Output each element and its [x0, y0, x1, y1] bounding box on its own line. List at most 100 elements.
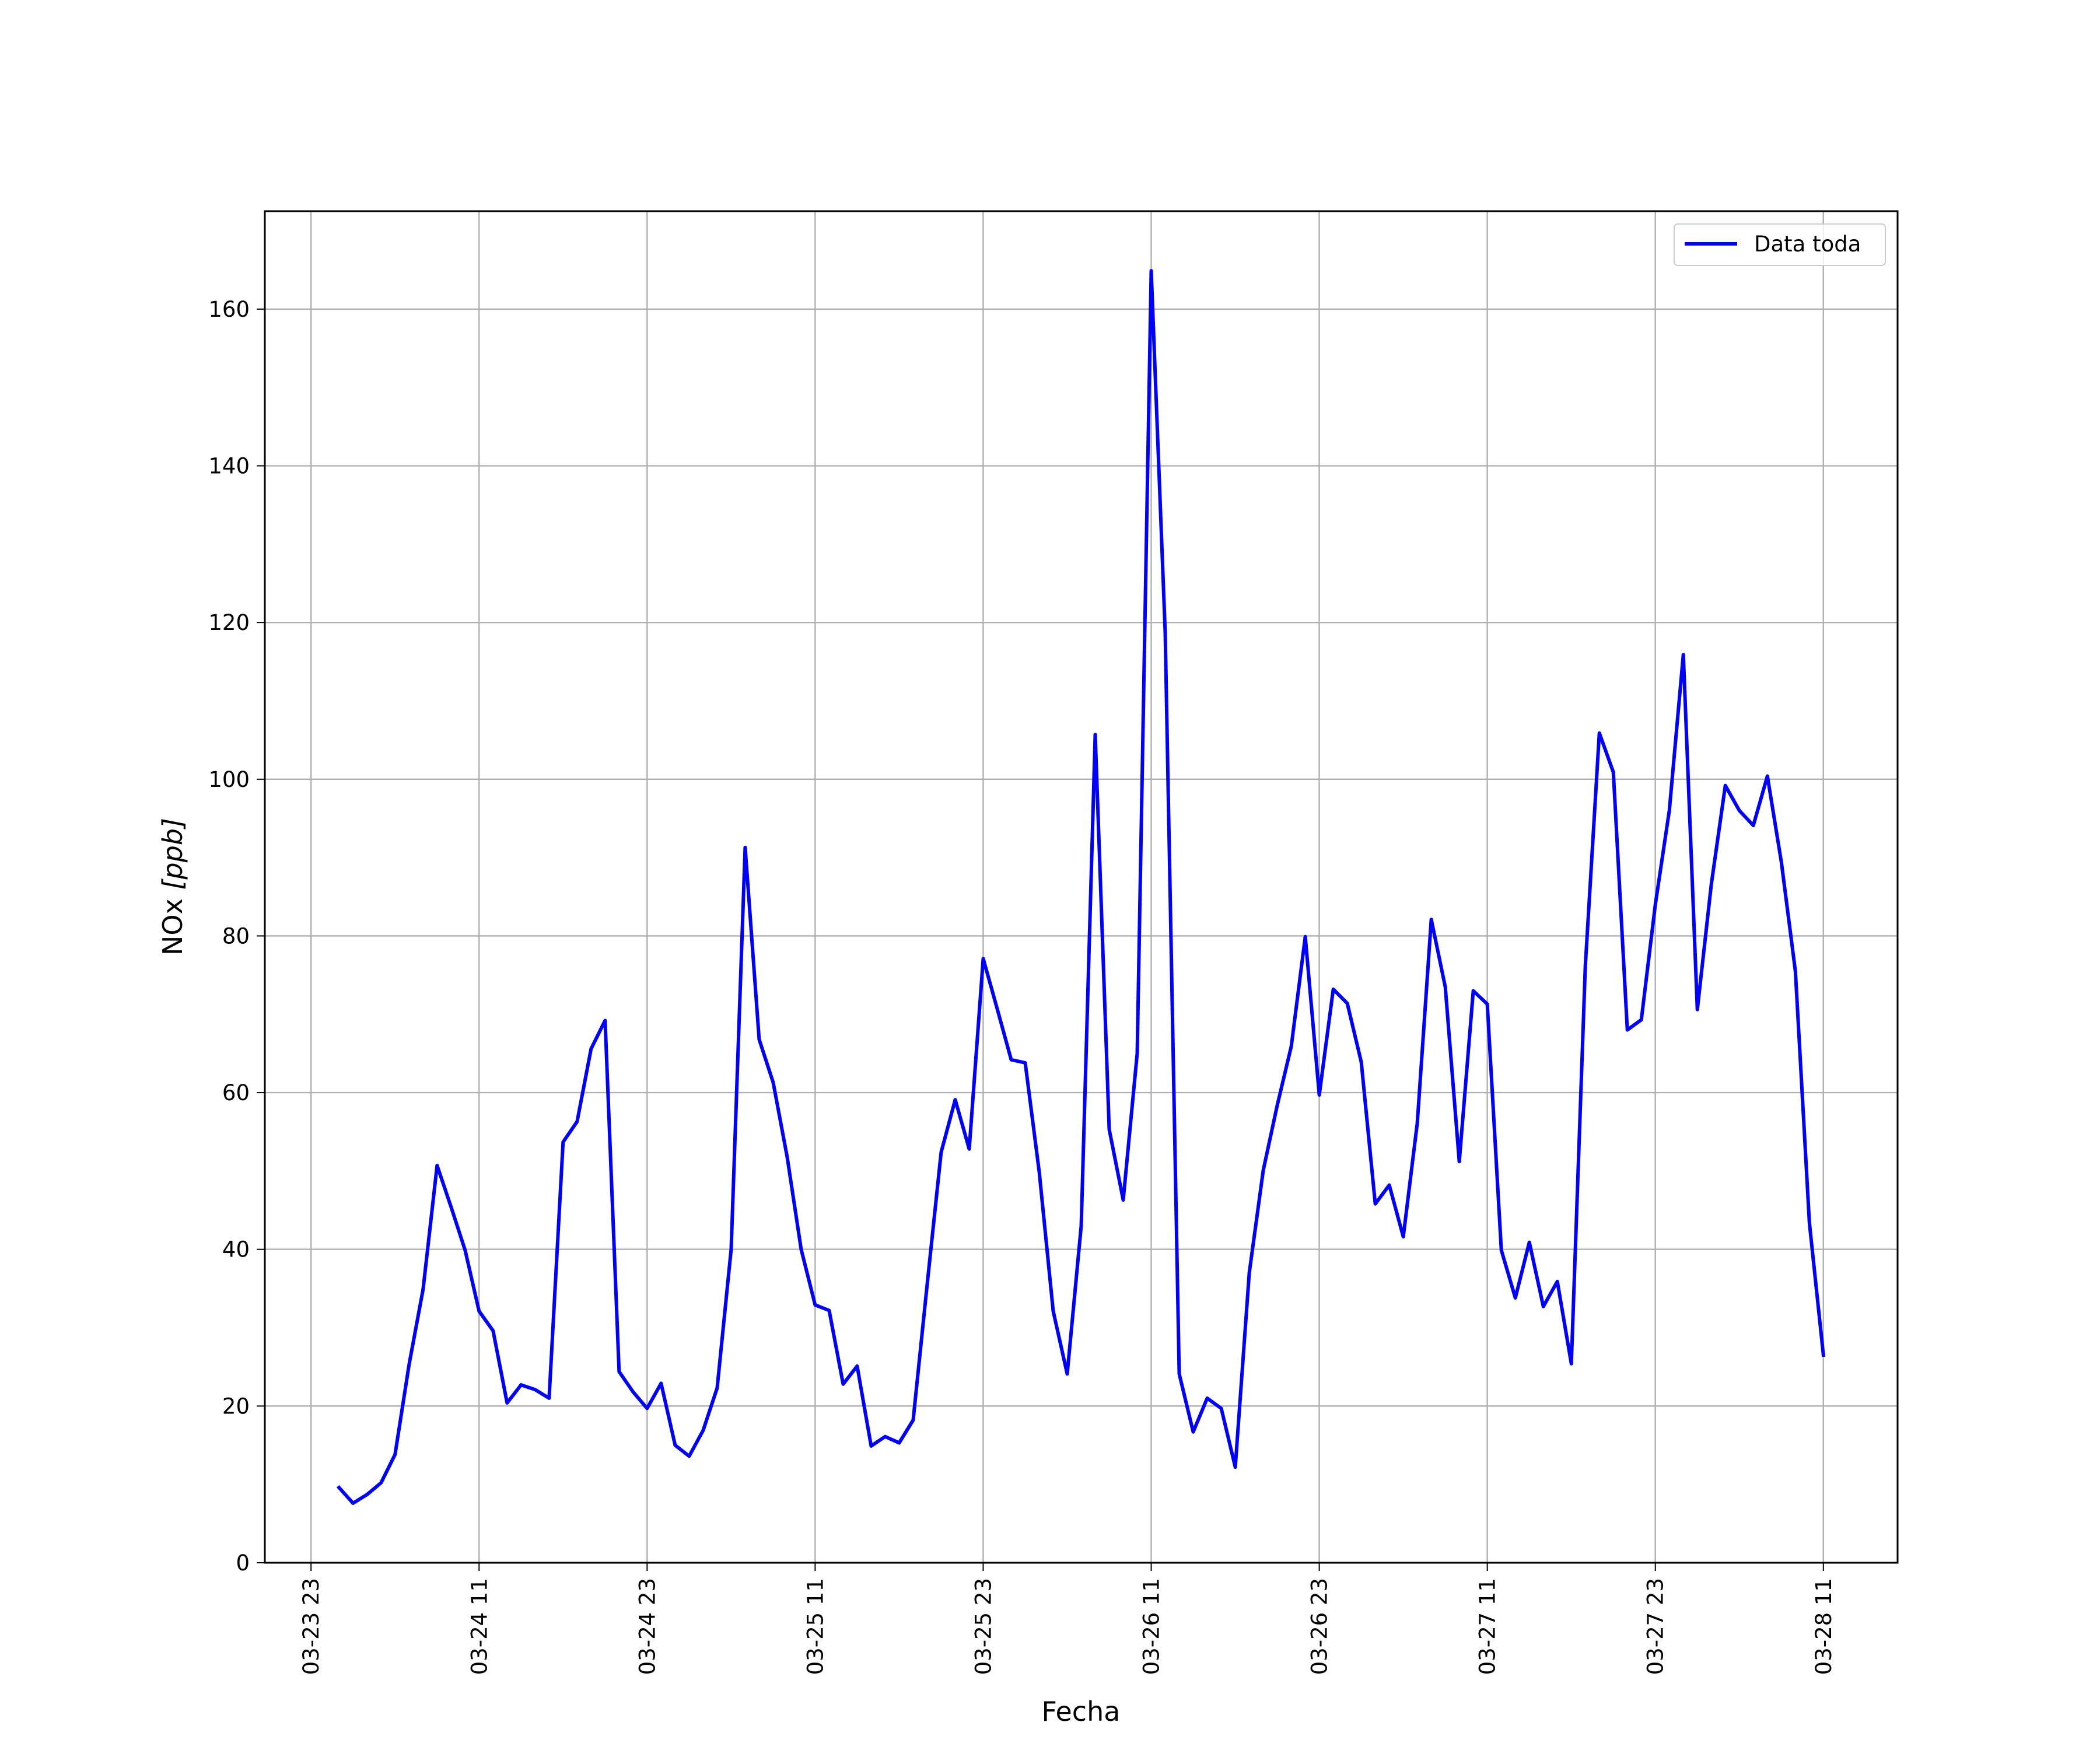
data-point	[1445, 986, 1446, 988]
data-point	[898, 1443, 900, 1444]
data-point	[1739, 810, 1740, 811]
data-point	[1319, 1094, 1320, 1096]
data-point	[1543, 1306, 1544, 1307]
data-point	[1431, 919, 1432, 920]
data-point	[366, 1494, 368, 1495]
data-point	[997, 1008, 998, 1009]
data-point	[842, 1384, 844, 1385]
data-point	[1683, 654, 1684, 655]
data-point	[1599, 733, 1600, 734]
data-point	[562, 1142, 564, 1143]
data-point	[380, 1482, 382, 1483]
data-point	[1767, 775, 1768, 776]
data-point	[1795, 971, 1796, 972]
data-point	[1697, 1009, 1698, 1010]
data-point	[1501, 1250, 1502, 1251]
data-point	[590, 1048, 592, 1049]
data-point	[1473, 991, 1474, 992]
data-point	[632, 1391, 634, 1392]
data-point	[1249, 1272, 1250, 1273]
series-line-0	[336, 269, 1826, 1505]
data-point	[1823, 1354, 1824, 1356]
data-point	[926, 1284, 928, 1285]
data-point	[1095, 734, 1096, 735]
data-point	[1025, 1062, 1026, 1063]
data-point	[983, 958, 984, 959]
data-point	[1557, 1281, 1558, 1282]
data-point	[955, 1099, 956, 1100]
y-tick-label: 80	[222, 923, 250, 949]
data-point	[1081, 1225, 1082, 1226]
axis-ticks: 03-23 23 03-24 11 03-24 23 03-25 11 03-25 23…	[208, 297, 1836, 1675]
data-point	[1165, 632, 1166, 634]
data-point	[394, 1454, 396, 1455]
data-point	[1193, 1432, 1194, 1433]
y-tick-label: 0	[236, 1550, 250, 1576]
data-point	[758, 1039, 760, 1040]
x-tick-label: 03-27 23	[1643, 1578, 1668, 1675]
data-point	[618, 1371, 620, 1372]
plot-area-frame	[264, 210, 1899, 1564]
data-point	[1487, 1003, 1488, 1005]
data-point	[828, 1310, 830, 1311]
data-point	[1151, 270, 1152, 271]
data-point	[352, 1503, 354, 1504]
data-point	[408, 1364, 410, 1365]
data-point	[1809, 1222, 1810, 1223]
y-tick-label: 140	[208, 454, 250, 479]
data-point	[548, 1398, 550, 1399]
data-point	[1347, 1003, 1348, 1004]
data-point	[1291, 1046, 1292, 1047]
legend: Data toda	[1674, 223, 1886, 266]
data-point	[1179, 1373, 1180, 1374]
data-point	[870, 1446, 872, 1447]
data-point	[702, 1430, 704, 1431]
x-tick-label: 03-23 23	[299, 1578, 324, 1675]
legend-box	[1674, 223, 1886, 266]
x-tick-label: 03-24 11	[467, 1578, 492, 1675]
y-tick-label: 160	[208, 297, 250, 322]
y-tick-label: 20	[222, 1394, 250, 1419]
x-tick-label: 03-25 23	[971, 1578, 996, 1675]
data-point	[1655, 904, 1656, 905]
y-axis-label-text: NOx	[157, 890, 188, 956]
x-axis-label: Fecha	[1042, 1696, 1121, 1727]
y-axis-label: NOx [ppb]	[157, 818, 188, 956]
data-point	[422, 1289, 424, 1290]
data-point	[744, 847, 746, 848]
data-point	[688, 1455, 690, 1457]
x-tick-label: 03-24 23	[635, 1578, 660, 1675]
data-point	[1571, 1363, 1572, 1364]
x-tick-label: 03-26 11	[1139, 1578, 1164, 1675]
data-point	[1725, 785, 1726, 786]
data-point	[814, 1304, 816, 1306]
data-point	[520, 1384, 522, 1385]
data-point	[1039, 1171, 1040, 1172]
data-point	[786, 1156, 788, 1157]
data-point	[1123, 1199, 1124, 1200]
data-point	[1375, 1203, 1376, 1205]
data-point	[604, 1020, 606, 1021]
data-point	[716, 1388, 718, 1389]
data-point	[1109, 1129, 1110, 1130]
data-point	[436, 1165, 438, 1166]
data-point	[506, 1402, 508, 1404]
data-point	[1263, 1170, 1264, 1171]
x-tick-label: 03-25 11	[803, 1578, 828, 1675]
data-point	[338, 1487, 340, 1488]
data-point	[1389, 1185, 1390, 1186]
data-point	[1753, 825, 1754, 826]
data-point	[660, 1382, 662, 1384]
data-point	[1053, 1311, 1054, 1312]
data-point	[1529, 1242, 1530, 1243]
y-axis-label-unit: [ppb]	[157, 818, 188, 890]
data-point	[1277, 1105, 1278, 1106]
y-tick-label: 60	[222, 1080, 250, 1105]
data-point	[884, 1436, 886, 1437]
data-point	[1585, 965, 1586, 967]
data-point	[674, 1445, 676, 1446]
data-point	[1221, 1408, 1222, 1409]
data-point	[492, 1330, 494, 1331]
data-point	[730, 1249, 732, 1250]
